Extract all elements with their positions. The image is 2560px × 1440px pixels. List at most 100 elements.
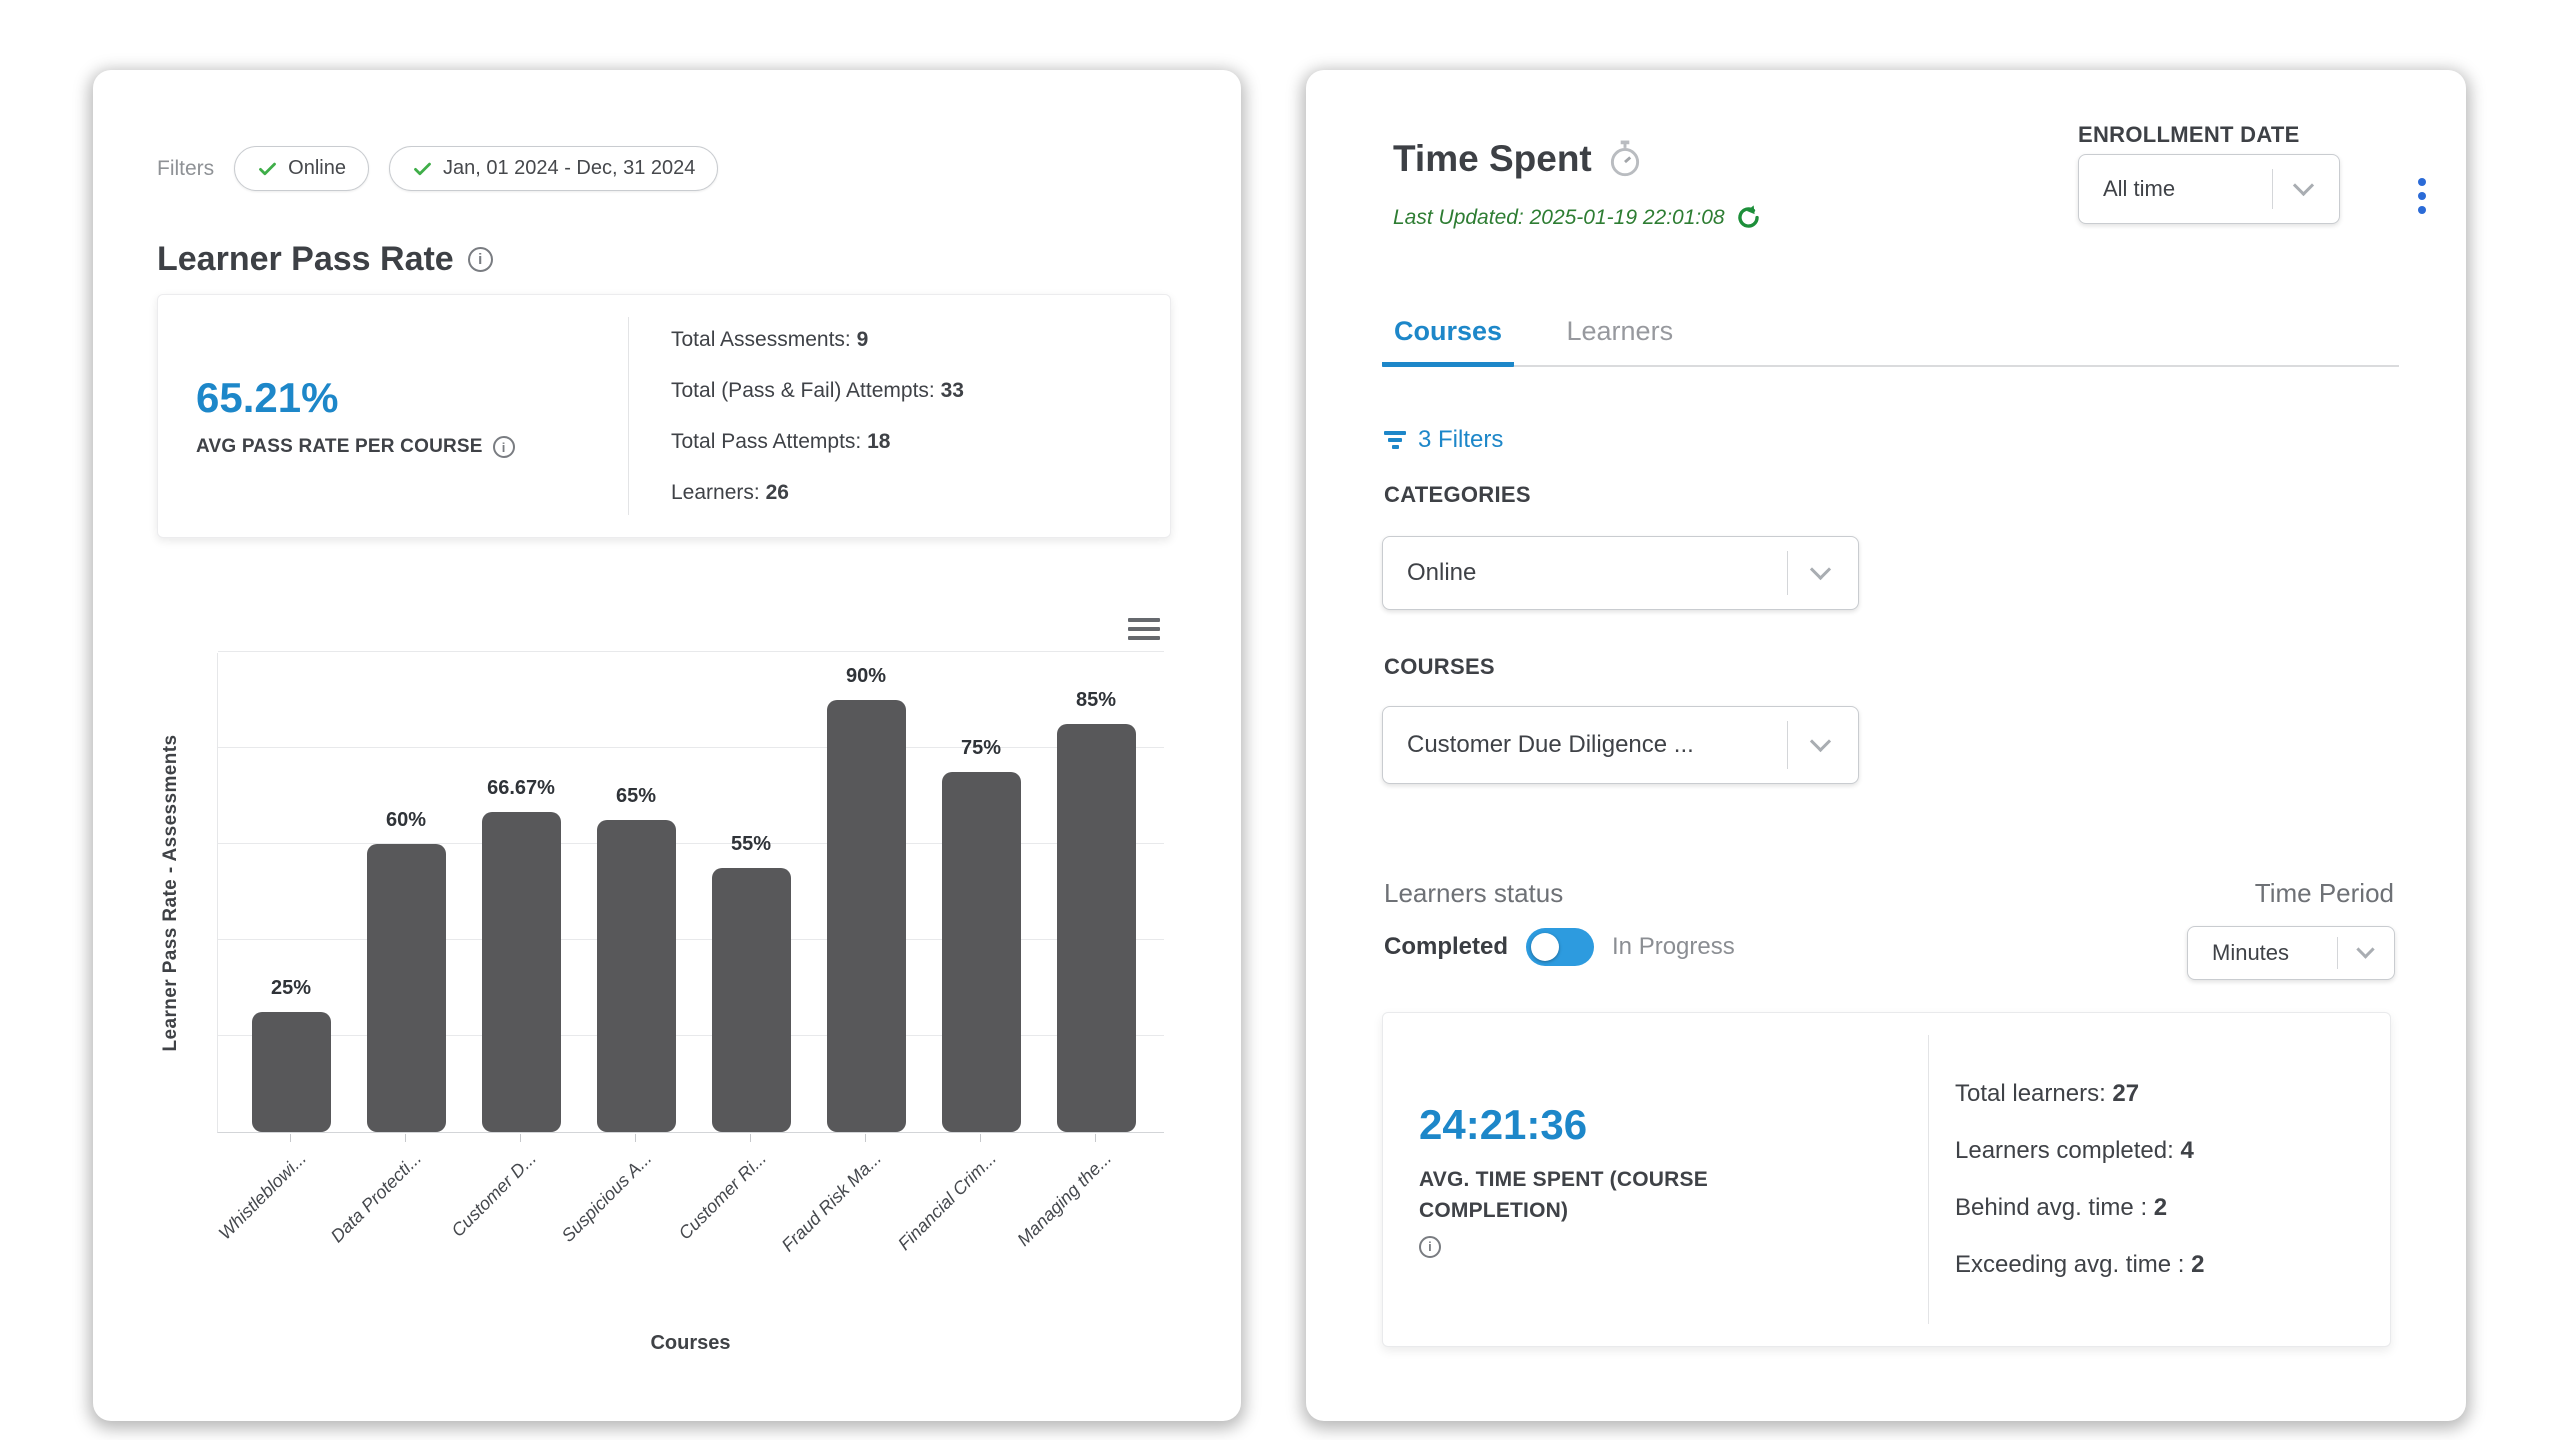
stat-learners-completed: Learners completed: 4 [1955,1137,2204,1165]
stopwatch-icon [1606,139,1644,179]
toggle-option-completed[interactable]: Completed [1384,933,1509,960]
stat-value: 33 [940,378,964,402]
chevron-down-icon [1809,730,1832,753]
chart-context-menu-icon[interactable] [1128,618,1160,640]
courses-select[interactable]: Customer Due Diligence ... [1382,706,1859,784]
category-label: Customer Ri... [674,1148,771,1244]
stat-value: 2 [2153,1194,2168,1221]
axis-tick [290,1134,291,1142]
stat-total-assessments: Total Assessments: 9 [671,328,964,352]
stat-behind-avg-time: Behind avg. time : 2 [1955,1194,2204,1222]
info-icon[interactable] [492,436,515,458]
bar-value-label: 90% [845,665,887,687]
stat-value: 2 [2191,1251,2205,1278]
chevron-down-icon [2356,940,2375,959]
refresh-icon[interactable] [1735,204,1762,231]
courses-label: COURSES [1384,654,1495,679]
category-label: Managing the... [1013,1148,1116,1250]
check-icon [257,158,278,179]
bar-value-label: 65% [615,785,657,807]
bar-value-label: 55% [730,833,772,855]
last-updated-text: Last Updated: 2025-01-19 22:01:08 [1393,205,1725,229]
filters-row: Filters Online Jan, 01 2024 - Dec, 31 20… [157,146,719,191]
chevron-down-icon [1809,558,1832,581]
select-divider [1787,551,1788,595]
stat-label: Total learners: [1955,1080,2106,1107]
select-divider [2272,169,2273,209]
x-ticks [217,1134,1164,1142]
chart-x-axis-title: Courses [650,1332,731,1354]
stat-pass-attempts: Total Pass Attempts: 18 [671,430,964,454]
stat-value: 27 [2112,1080,2140,1107]
gridline [218,651,1164,652]
funnel-icon [1384,431,1406,449]
panel-divider [628,317,629,515]
stat-label: Total Assessments: [671,327,851,351]
info-icon[interactable] [467,247,493,272]
gridline [218,939,1164,940]
tab-courses[interactable]: Courses [1382,316,1515,367]
time-spent-summary-panel: 24:21:36 AVG. TIME SPENT (COURSE COMPLET… [1382,1012,2391,1347]
category-label: Data Protecti... [326,1148,426,1247]
stat-label: Learners: [671,480,760,504]
courses-value: Customer Due Diligence ... [1407,731,1694,758]
axis-tick [520,1134,521,1142]
tab-learners[interactable]: Learners [1566,316,1674,346]
chart-bar [1056,724,1136,1132]
stat-exceeding-avg-time: Exceeding avg. time : 2 [1955,1251,2204,1279]
learners-status-label: Learners status [1384,878,1564,908]
avg-time-spent-caption: AVG. TIME SPENT (COURSE COMPLETION) [1419,1165,1849,1258]
chart-bar [826,700,906,1132]
category-label: Suspicious A... [557,1148,656,1246]
stat-label: Total Pass Attempts: [671,429,862,453]
axis-tick [865,1134,866,1142]
category-label: Whistleblowi... [214,1148,311,1244]
check-icon [412,158,433,179]
time-spent-card: Time Spent Last Updated: 2025-01-19 22:0… [1306,70,2466,1421]
learner-pass-rate-card: Filters Online Jan, 01 2024 - Dec, 31 20… [93,70,1241,1421]
chart-bar [711,868,791,1132]
bar-value-label: 85% [1075,689,1117,711]
axis-tick [635,1134,636,1142]
enrollment-date-select[interactable]: All time [2078,154,2340,224]
toggle-option-in-progress[interactable]: In Progress [1612,933,1735,960]
card-title-text: Time Spent [1393,138,1592,179]
avg-time-spent-block: 24:21:36 AVG. TIME SPENT (COURSE COMPLET… [1383,1013,1928,1346]
chart-bar [596,820,676,1132]
x-labels: Whistleblowi... Data Protecti... Customer … [214,1148,1164,1328]
status-toggle[interactable] [1526,928,1595,966]
axis-tick [405,1134,406,1142]
stat-value: 26 [765,480,789,504]
filters-link[interactable]: 3 Filters [1384,426,1503,454]
gridline [218,1035,1164,1036]
time-period-select[interactable]: Minutes [2187,926,2395,980]
stat-total-learners: Total learners: 27 [1955,1080,2204,1108]
bar-value-label: 75% [960,737,1002,759]
time-period-label: Time Period [2254,878,2394,908]
categories-select[interactable]: Online [1382,536,1859,610]
kebab-menu-icon[interactable] [2414,174,2430,218]
enrollment-date-label: ENROLLMENT DATE [2078,122,2300,147]
stat-label: Exceeding avg. time : [1955,1251,2185,1278]
last-updated: Last Updated: 2025-01-19 22:01:08 [1393,204,1762,231]
info-icon[interactable] [1419,1235,1441,1258]
toggle-knob [1531,933,1560,961]
bar-value-label: 25% [270,977,312,999]
select-divider [2337,937,2338,969]
category-label: Fraud Risk Ma... [777,1148,886,1256]
gridline [218,747,1164,748]
card-title: Time Spent [1393,138,1644,180]
gridline [218,843,1164,844]
panel-divider [1928,1035,1929,1324]
avg-pass-rate-caption: AVG PASS RATE PER COURSE [196,436,628,458]
filter-chip-daterange[interactable]: Jan, 01 2024 - Dec, 31 2024 [388,146,719,191]
stat-total-attempts: Total (Pass & Fail) Attempts: 33 [671,379,964,403]
time-spent-stats-list: Total learners: 27 Learners completed: 4… [1929,1013,2204,1346]
stat-label: Behind avg. time : [1955,1194,2148,1221]
filter-chip-category[interactable]: Online [234,146,369,191]
chevron-down-icon [2292,174,2315,197]
filters-label: Filters [157,156,215,180]
card-title-text: Learner Pass Rate [157,240,454,278]
stat-label: Total (Pass & Fail) Attempts: [671,378,935,402]
chart-bar [941,772,1021,1132]
